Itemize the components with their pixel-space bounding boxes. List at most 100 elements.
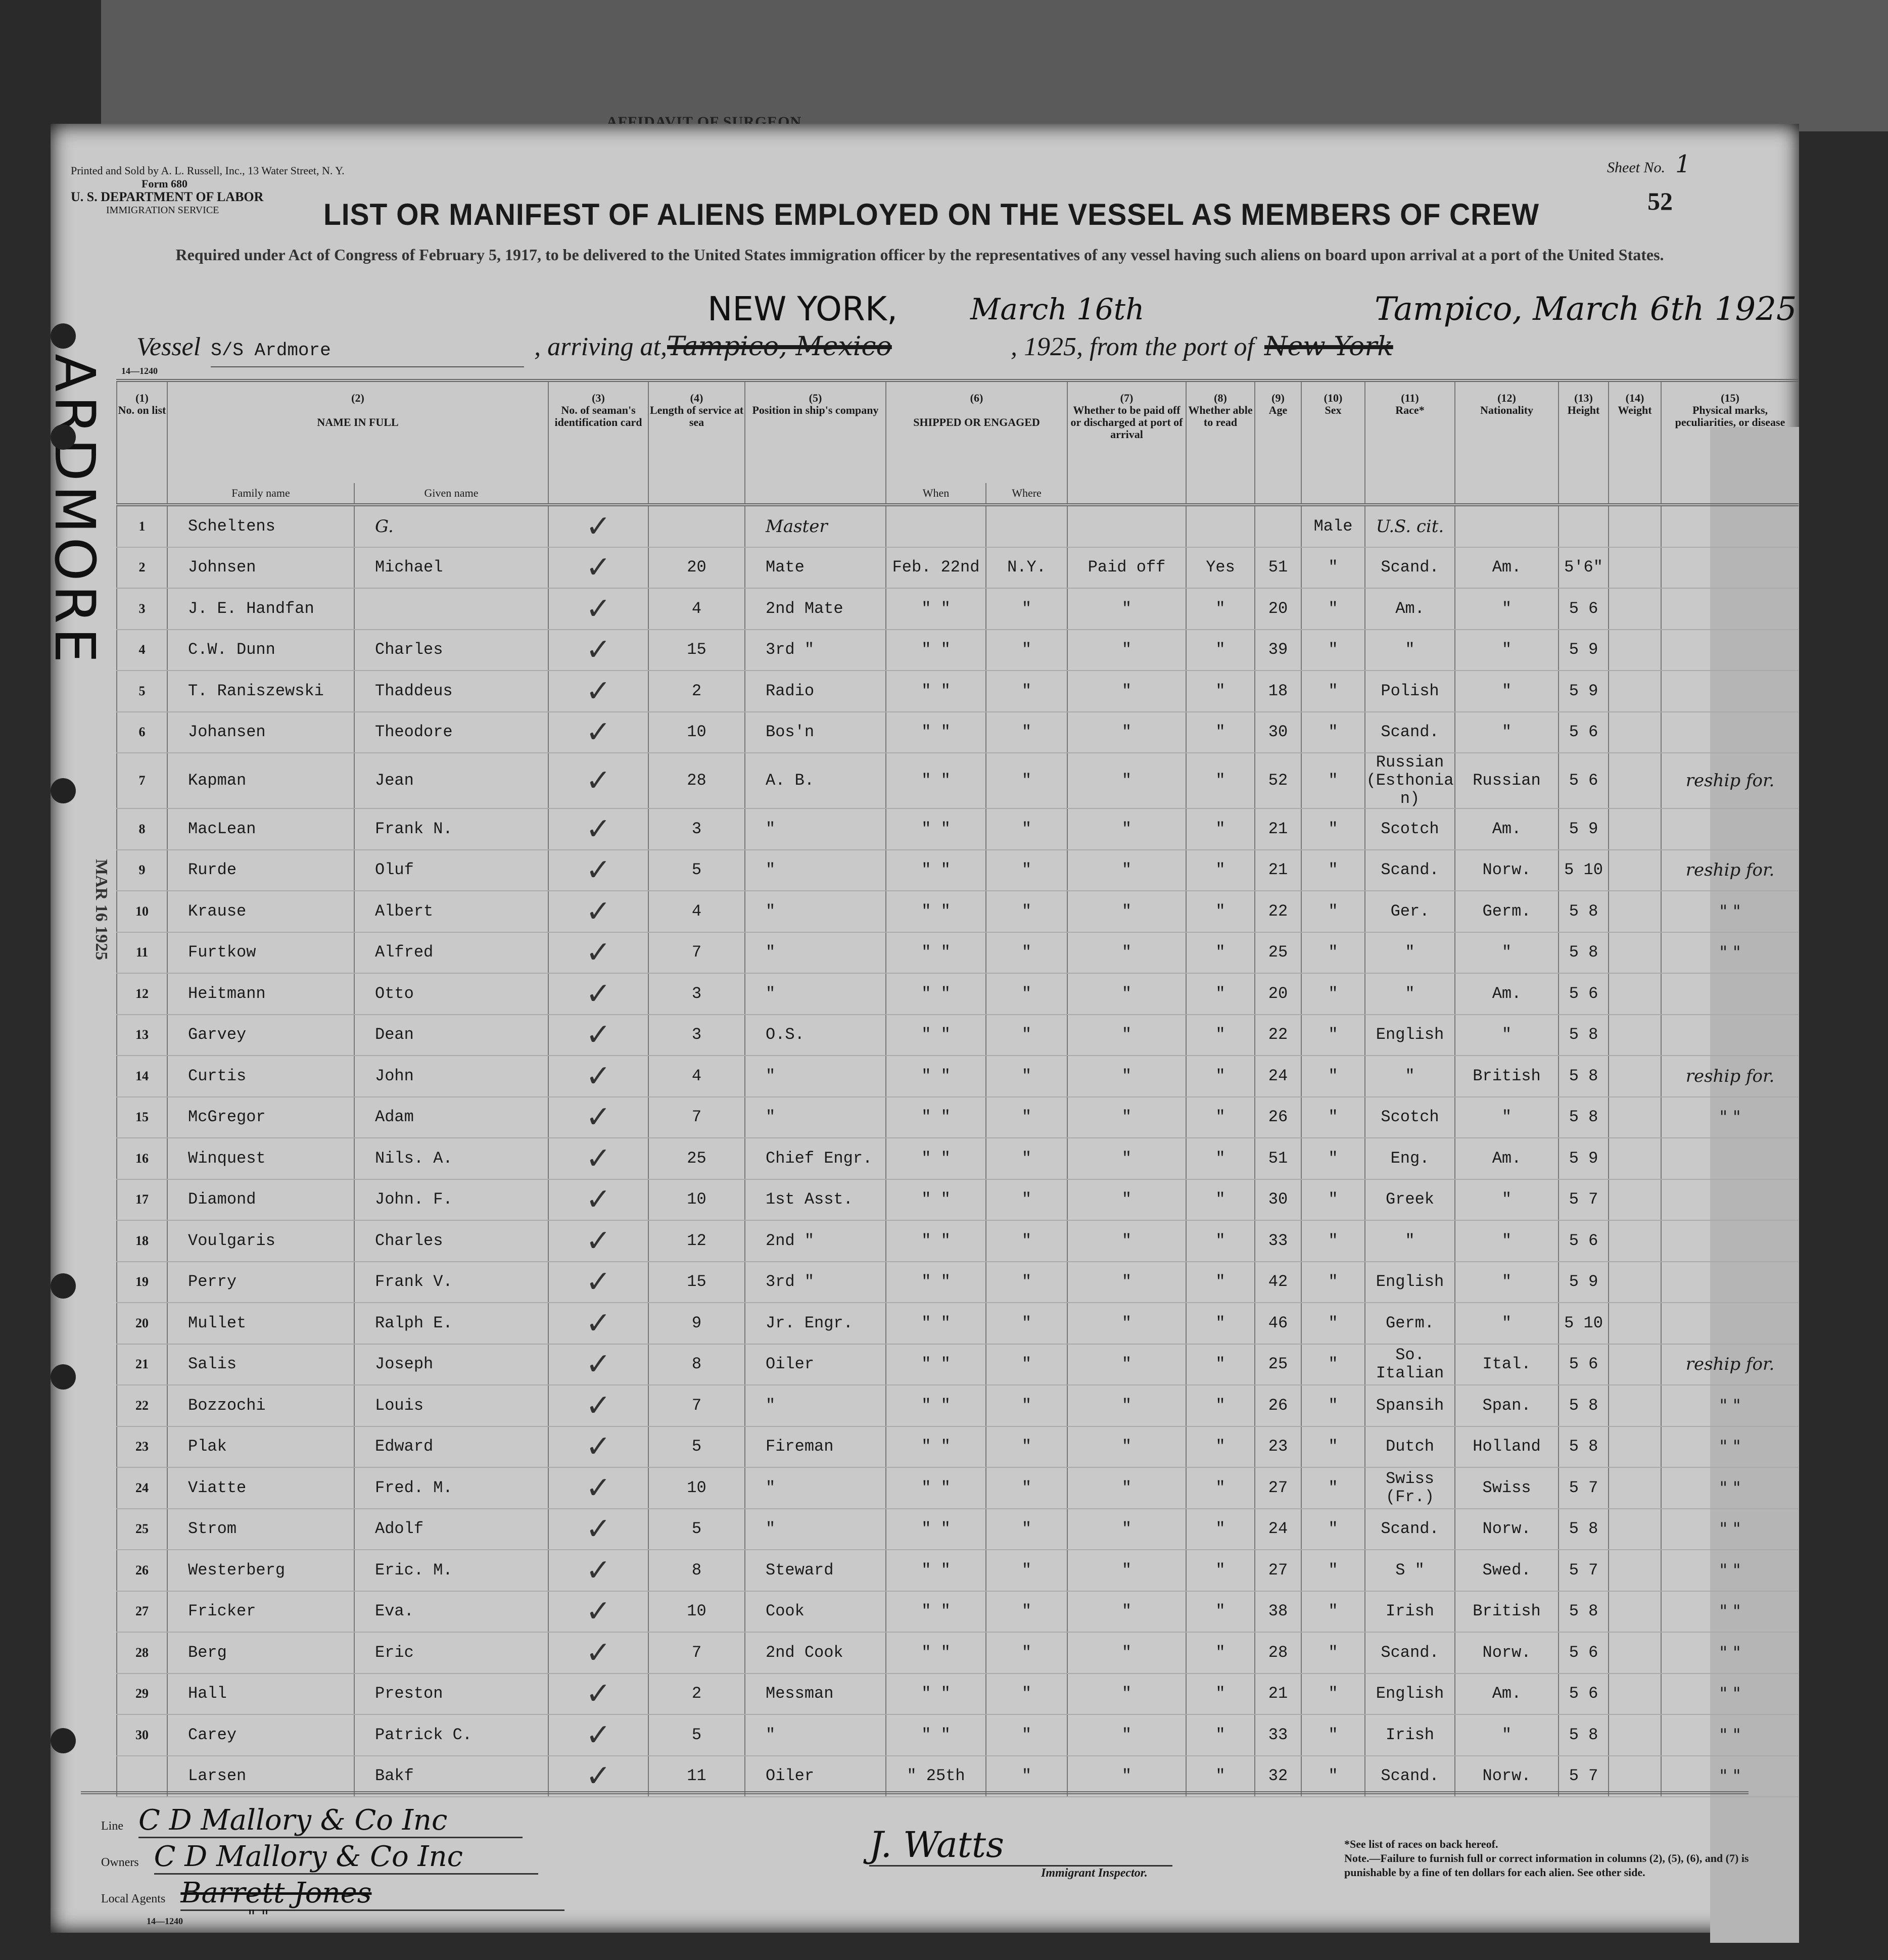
from-label: from the port of <box>1090 332 1254 361</box>
footnote: *See list of races on back hereof. Note.… <box>1344 1837 1799 1880</box>
paid-off: " <box>1067 808 1186 850</box>
position: 3rd " <box>744 1261 886 1303</box>
binder-hole <box>51 778 76 803</box>
height: 5 9 <box>1558 808 1609 850</box>
weight <box>1608 1179 1661 1221</box>
able-to-read: " <box>1186 1014 1255 1056</box>
shipped-when: " " <box>885 1385 986 1427</box>
height: 5 10 <box>1558 849 1609 891</box>
race: English <box>1364 1261 1455 1303</box>
given-name: Otto <box>354 973 548 1015</box>
sex: " <box>1301 1467 1365 1509</box>
row-number: 21 <box>116 1344 167 1385</box>
physical-marks: " " <box>1661 1591 1799 1633</box>
shipped-where: " <box>985 1550 1067 1592</box>
table-row: 9 Rurde Oluf ✓ 5 " " " " " " 21 " Scand. Norw. 5 10 res… <box>116 849 1799 891</box>
position: " <box>744 1385 886 1427</box>
row-number: 27 <box>116 1591 167 1633</box>
weight <box>1608 1344 1661 1385</box>
race: English <box>1364 1014 1455 1056</box>
height: 5 9 <box>1558 629 1609 671</box>
able-to-read: " <box>1186 1426 1255 1468</box>
paid-off: " <box>1067 1426 1186 1468</box>
shipped-when: " " <box>885 671 986 712</box>
able-to-read: " <box>1186 932 1255 974</box>
table-row: 30 Carey Patrick C. ✓ 5 " " " " " " 33 " Irish " 5 8 " … <box>116 1714 1799 1756</box>
nationality: Swiss <box>1454 1467 1559 1509</box>
race: Spansih <box>1364 1385 1455 1427</box>
race: Russian (Esthonian) <box>1364 753 1455 809</box>
race: " <box>1364 1220 1455 1262</box>
col-age: (9) Age <box>1254 380 1301 505</box>
manifest-number: 52 <box>1647 187 1673 215</box>
col-marks: (15) Physical marks, peculiarities, or di… <box>1661 380 1799 505</box>
sex: " <box>1301 671 1365 712</box>
sex: " <box>1301 891 1365 933</box>
shipped-when: " " <box>885 711 986 753</box>
family-name: Heitmann <box>167 973 354 1015</box>
physical-marks: " " <box>1661 1632 1799 1674</box>
col-weight-number: (14) <box>1625 392 1644 404</box>
row-number: 25 <box>116 1508 167 1550</box>
family-name: Plak <box>167 1426 354 1468</box>
shipped-when: " " <box>885 753 986 809</box>
col-no-number: (1) <box>135 392 149 404</box>
col-paid-off: (7) Whether to be paid off or discharged … <box>1067 380 1186 505</box>
id-card-check: ✓ <box>548 1303 648 1345</box>
given-name: Adam <box>354 1096 548 1138</box>
age: 27 <box>1254 1467 1301 1509</box>
age: 23 <box>1254 1426 1301 1468</box>
paid-off: " <box>1067 1385 1186 1427</box>
col-marks-label: Physical marks, peculiarities, or diseas… <box>1675 404 1785 428</box>
table-row: 28 Berg Eric ✓ 7 2nd Cook " " " " " 28 " Scand. Norw.… <box>116 1632 1799 1674</box>
sex: " <box>1301 1138 1365 1180</box>
able-to-read: " <box>1186 1467 1255 1509</box>
sex: " <box>1301 753 1365 809</box>
able-to-read: " <box>1186 1138 1255 1180</box>
position: " <box>744 1508 886 1550</box>
given-name: Fred. M. <box>354 1467 548 1509</box>
shipped-when: " " <box>885 973 986 1015</box>
position: 2nd Cook <box>744 1632 886 1674</box>
row-number: 3 <box>116 588 167 630</box>
table-row: 22 Bozzochi Louis ✓ 7 " " " " " " 26 " Spansih Span. 5… <box>116 1385 1799 1427</box>
race: Eng. <box>1364 1138 1455 1180</box>
race: Scand. <box>1364 1632 1455 1674</box>
nationality: Norw. <box>1454 1632 1559 1674</box>
col-sex-number: (10) <box>1324 392 1343 404</box>
length-of-service: 7 <box>648 932 745 974</box>
col-paid-off-number: (7) <box>1120 392 1134 404</box>
family-name: Berg <box>167 1632 354 1674</box>
age: 25 <box>1254 932 1301 974</box>
weight <box>1608 849 1661 891</box>
col-height: (13) Height <box>1558 380 1609 505</box>
department: U. S. DEPARTMENT OF LABOR <box>71 189 264 204</box>
shipped-where: " <box>985 1426 1067 1468</box>
id-card-check: ✓ <box>548 849 648 891</box>
position: Bos'n <box>744 711 886 753</box>
able-to-read: " <box>1186 849 1255 891</box>
physical-marks: " " <box>1661 1467 1799 1509</box>
length-of-service: 4 <box>648 1056 745 1097</box>
paid-off: " <box>1067 1714 1186 1756</box>
position: 3rd " <box>744 629 886 671</box>
given-name: Preston <box>354 1673 548 1715</box>
id-card-check: ✓ <box>548 588 648 630</box>
handwritten-arrival-port: NEW YORK, <box>707 290 898 328</box>
race: S " <box>1364 1550 1455 1592</box>
paid-off: " <box>1067 1591 1186 1633</box>
sheet-no-value: 1 <box>1675 150 1691 178</box>
table-row: 13 Garvey Dean ✓ 3 O.S. " " " " " 22 " English " 5 8 <box>116 1014 1799 1056</box>
weight <box>1608 1138 1661 1180</box>
col-position-number: (5) <box>809 392 822 404</box>
height: 5 6 <box>1558 711 1609 753</box>
paid-off: " <box>1067 588 1186 630</box>
height: 5 8 <box>1558 1096 1609 1138</box>
vessel-line: Vessel S/S Ardmore , arriving at,Tampico, … <box>136 331 1431 367</box>
row-number: 1 <box>116 505 167 548</box>
footer: Line C D Mallory & Co Inc Owners C D Mallo… <box>81 1791 1749 1931</box>
sex: " <box>1301 1220 1365 1262</box>
given-name: Edward <box>354 1426 548 1468</box>
family-name: Garvey <box>167 1014 354 1056</box>
paid-off: " <box>1067 1550 1186 1592</box>
